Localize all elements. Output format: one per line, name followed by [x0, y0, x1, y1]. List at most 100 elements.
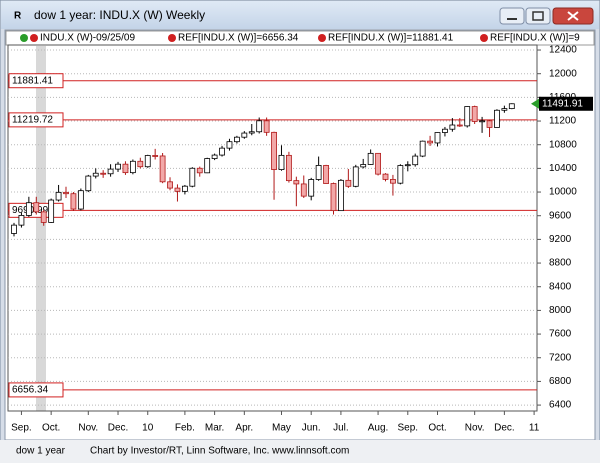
candle-body: [345, 179, 352, 187]
candle-body: [404, 164, 411, 167]
candle-body: [501, 108, 508, 111]
y-tick-label: 7600: [549, 329, 572, 340]
candle-body: [211, 154, 218, 159]
last-price-arrow: [531, 98, 539, 109]
y-tick-label: 10000: [549, 187, 577, 198]
y-tick-label: 10800: [549, 139, 577, 150]
candle-body: [352, 166, 359, 187]
candle-body: [508, 103, 515, 110]
candle-body: [360, 164, 367, 168]
candle-body: [382, 173, 389, 180]
candle-body: [486, 120, 493, 128]
candle-body: [174, 187, 181, 192]
legend-item: INDU.X (W)-09/25/09: [40, 33, 135, 44]
legend-item: REF[INDU.X (W)]=11881.41: [328, 33, 454, 44]
status-text: dow 1 year: [16, 446, 66, 457]
y-tick-label: 11200: [549, 116, 577, 127]
reference-label: 6656.34: [12, 385, 49, 396]
candle-body: [85, 175, 92, 192]
close-glyph: [567, 11, 579, 21]
candle-body: [107, 168, 114, 175]
x-tick-label: Dec.: [108, 423, 129, 434]
maximize-button[interactable]: [525, 7, 551, 25]
candle-body: [323, 165, 329, 184]
candle-body: [442, 128, 448, 133]
candle-body: [263, 120, 270, 133]
candle-body: [152, 155, 159, 157]
plot-area: [7, 44, 538, 412]
y-tick-label: 10400: [549, 163, 577, 174]
legend-dot: [20, 34, 28, 42]
candle-body: [189, 167, 196, 187]
candle-body: [375, 152, 381, 175]
minimize-button[interactable]: [499, 7, 525, 25]
maximize-glyph: [532, 11, 544, 21]
candle-body: [33, 202, 40, 213]
y-tick-label: 7200: [549, 352, 572, 363]
x-tick-label: Mar.: [205, 423, 224, 434]
app-icon: R: [14, 11, 22, 22]
title-bar: [1, 1, 599, 29]
x-tick-label: Sep.: [11, 423, 32, 434]
candle-body: [204, 158, 211, 174]
x-tick-label: Nov.: [78, 423, 98, 434]
reference-label: 11219.72: [12, 115, 53, 126]
candle-body: [63, 191, 69, 195]
y-tick-label: 9200: [549, 234, 572, 245]
y-tick-label: 8800: [549, 258, 572, 269]
y-tick-label: 6800: [549, 376, 572, 387]
candle-body: [278, 154, 285, 170]
last-price-label: 11491.91: [542, 98, 583, 109]
candle-body: [167, 181, 173, 189]
y-tick-label: 8400: [549, 281, 572, 292]
candle-body: [434, 132, 441, 144]
candle-body: [286, 154, 292, 182]
x-tick-label: Nov.: [465, 423, 485, 434]
reference-label-box: [8, 112, 64, 128]
legend: INDU.X (W)-09/25/09 REF[INDU.X (W)]=6656.…: [20, 33, 580, 44]
x-tick-label: Jul.: [333, 423, 349, 434]
candle-body: [456, 124, 463, 127]
candle-body: [419, 140, 426, 157]
candle-body: [233, 136, 240, 143]
candle-body: [300, 183, 307, 197]
candle-body: [115, 163, 121, 170]
x-tick-label: May: [272, 423, 291, 434]
legend-dot: [168, 34, 176, 42]
legend-dot: [480, 34, 488, 42]
x-tick-label: Apr.: [235, 423, 253, 434]
candle-body: [159, 155, 166, 183]
y-tick-label: 9600: [549, 210, 572, 221]
x-tick-label: Oct.: [42, 423, 60, 434]
y-tick-label: 12000: [549, 68, 577, 79]
candle-body: [48, 199, 55, 223]
candle-body: [25, 202, 32, 216]
x-tick-label: Oct.: [428, 423, 446, 434]
candle-body: [196, 167, 203, 174]
candle-body: [226, 141, 233, 149]
x-tick-label: 11: [529, 423, 540, 434]
candle-body: [18, 215, 25, 226]
reference-label-box: [8, 73, 64, 89]
candle-body: [219, 147, 225, 156]
status-bar: [0, 440, 600, 463]
candle-body: [122, 163, 129, 174]
x-tick-label: Jun.: [302, 423, 321, 434]
candle-body: [293, 180, 300, 185]
candle-body: [397, 165, 404, 184]
reference-label: 11881.41: [12, 75, 53, 86]
legend-dot: [30, 34, 38, 42]
candle-body: [11, 224, 17, 234]
y-tick-label: 12400: [549, 45, 577, 56]
candle-body: [464, 106, 471, 127]
window-title: dow 1 year: INDU.X (W) Weekly: [34, 8, 205, 22]
status-text: Chart by Investor/RT, Linn Software, Inc…: [90, 446, 349, 457]
candle-body: [248, 131, 255, 134]
candle-body: [367, 152, 374, 165]
x-tick-label: Sep.: [398, 423, 419, 434]
candle-body: [100, 172, 107, 175]
last-price-box: [539, 96, 593, 111]
x-tick-label: Feb.: [175, 423, 195, 434]
candle-body: [449, 124, 456, 130]
